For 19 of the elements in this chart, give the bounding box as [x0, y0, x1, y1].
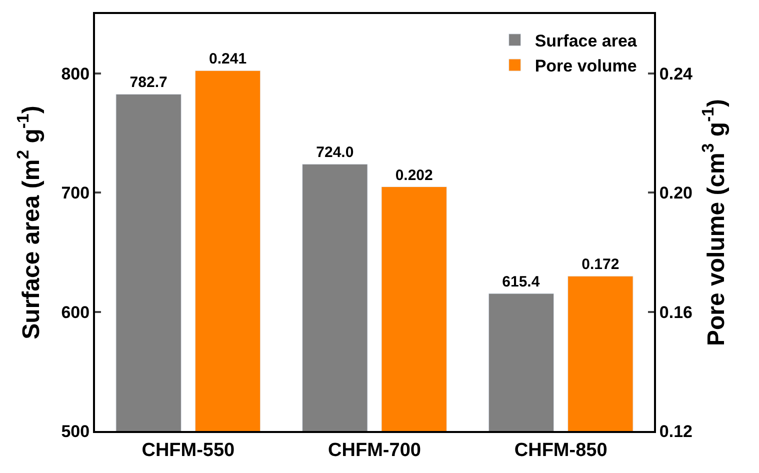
y-tick-label: 600 [61, 302, 90, 322]
data-label: 724.0 [316, 144, 354, 162]
y-tick-label: 800 [61, 64, 90, 84]
data-label: 782.7 [130, 74, 168, 92]
y2-tick-label: 0.12 [659, 422, 692, 441]
data-label: 0.172 [582, 256, 620, 274]
data-label: 0.241 [208, 50, 247, 68]
legend-label: Surface area [534, 32, 638, 51]
data-label: 0.202 [395, 166, 433, 184]
y-tick-label: 700 [61, 184, 90, 203]
y-tick-label: 500 [61, 422, 90, 441]
x-tick-label: CHFM-550 [142, 440, 235, 461]
y2-tick-label: 0.20 [659, 184, 692, 203]
y2-tick-label: 0.24 [659, 64, 694, 84]
x-tick-label: CHFM-700 [328, 440, 421, 461]
x-tick-label: CHFM-850 [514, 440, 608, 461]
data-label: 615.4 [502, 274, 540, 291]
y2-tick-label: 0.16 [659, 302, 692, 322]
legend-label: Pore volume [534, 56, 637, 76]
